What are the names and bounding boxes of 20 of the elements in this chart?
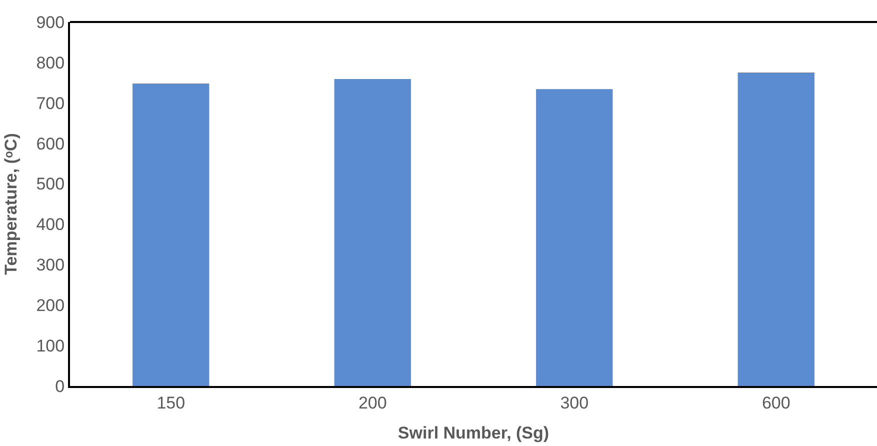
x-tick-label: 600: [762, 393, 790, 412]
y-tick-label: 200: [36, 296, 65, 316]
y-tick-label: 700: [36, 94, 65, 113]
y-tick-label: 800: [36, 53, 65, 72]
x-tick-label: 200: [358, 393, 387, 412]
bar: [334, 79, 411, 386]
x-axis-title: Swirl Number, (Sg): [398, 423, 550, 442]
bar: [738, 72, 814, 386]
y-axis-title: Temperature, (ᵒC): [1, 133, 20, 275]
y-tick-label: 0: [55, 376, 65, 396]
y-tick-label: 100: [36, 336, 65, 356]
y-tick-label: 900: [36, 12, 65, 32]
bar: [536, 89, 613, 386]
bar: [132, 83, 210, 386]
x-tick-label: 300: [560, 393, 589, 412]
x-tick-label: 150: [156, 393, 186, 412]
y-tick-label: 400: [36, 215, 65, 234]
y-tick-label: 500: [36, 174, 65, 194]
y-tick-label: 600: [36, 134, 65, 154]
y-tick-label: 300: [36, 256, 65, 275]
